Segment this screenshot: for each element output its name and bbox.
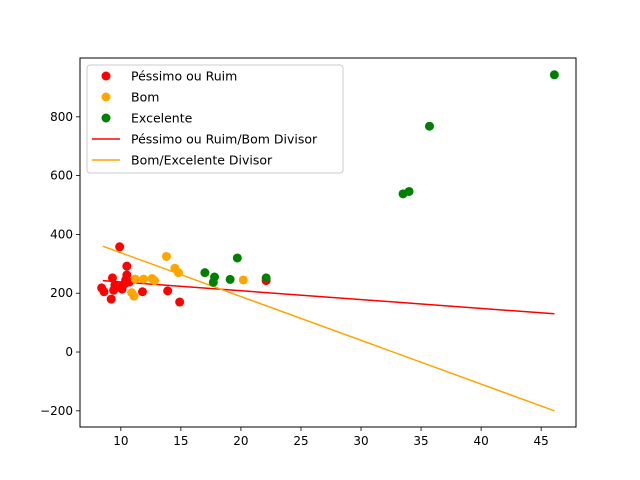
data-point-1-9 — [238, 275, 248, 285]
x-tick-label: 25 — [293, 434, 308, 448]
legend-marker-1 — [101, 92, 111, 102]
data-point-1-3 — [139, 274, 149, 284]
x-tick-label: 15 — [173, 434, 188, 448]
data-point-0-6 — [115, 242, 125, 252]
data-point-0-5 — [109, 285, 119, 295]
data-points — [97, 70, 559, 307]
x-tick-label: 45 — [534, 434, 549, 448]
y-tick-label: 800 — [50, 110, 73, 124]
data-point-1-6 — [161, 251, 171, 261]
legend-label-3: Péssimo ou Ruim/Bom Divisor — [131, 132, 318, 147]
data-point-2-5 — [261, 273, 271, 283]
y-tick-label: 600 — [50, 169, 73, 183]
legend-marker-0 — [101, 71, 111, 81]
legend-box — [86, 64, 344, 174]
data-point-1-1 — [129, 291, 139, 301]
x-tick-label: 40 — [473, 434, 488, 448]
data-point-0-2 — [106, 294, 116, 304]
data-point-1-5 — [149, 276, 159, 286]
y-tick-label: 200 — [50, 286, 73, 300]
divisor-line-3 — [102, 279, 555, 315]
x-tick-label: 10 — [113, 434, 128, 448]
y-tick-label: 400 — [50, 227, 73, 241]
data-point-2-3 — [225, 274, 235, 284]
data-point-2-8 — [424, 121, 434, 131]
legend-label-1: Bom — [131, 90, 159, 105]
data-point-0-10 — [122, 261, 132, 271]
legend-label-0: Péssimo ou Ruim — [131, 69, 237, 84]
data-point-2-7 — [404, 186, 414, 196]
plot-frame — [79, 57, 577, 428]
data-point-2-9 — [549, 70, 559, 80]
data-point-2-2 — [210, 272, 220, 282]
data-point-1-2 — [130, 274, 140, 284]
legend-label-4: Bom/Excelente Divisor — [131, 153, 273, 168]
data-point-0-14 — [137, 287, 147, 297]
data-point-0-16 — [175, 297, 185, 307]
data-point-1-8 — [173, 268, 183, 278]
data-point-0-13 — [121, 275, 131, 285]
data-point-0-3 — [107, 273, 117, 283]
data-point-0-15 — [163, 286, 173, 296]
y-tick-label: −200 — [40, 404, 73, 418]
legend-marker-2 — [101, 113, 111, 123]
data-point-2-0 — [200, 268, 210, 278]
data-point-2-4 — [232, 253, 242, 263]
y-tick-label: 0 — [65, 345, 73, 359]
legend-label-2: Excelente — [131, 111, 193, 126]
legend: Péssimo ou Ruim Bom Excelente Péssimo ou Ru… — [86, 64, 344, 174]
x-tick-label: 20 — [233, 434, 248, 448]
x-tick-label: 30 — [353, 434, 368, 448]
data-point-0-1 — [99, 287, 109, 297]
axis-ticks: 10 15 20 25 30 35 40 45 −200 0 200 400 600 800 — [40, 110, 549, 448]
x-tick-label: 35 — [413, 434, 428, 448]
